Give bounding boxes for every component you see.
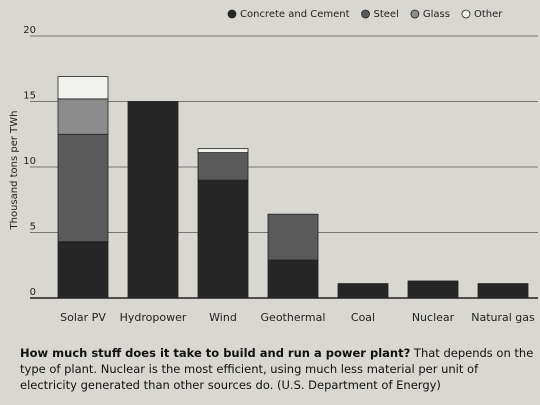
bar-segment [57,76,109,100]
y-tick-label: 5 [30,222,36,233]
legend-label: Other [474,9,503,20]
x-tick-label: Nuclear [412,311,455,324]
y-tick-label: 10 [23,156,36,167]
legend-marker [361,9,370,19]
y-tick-label: 15 [23,91,36,102]
y-axis-label: Thousand tons per TWh [9,111,20,231]
bar-segment [267,259,319,299]
x-tick-label: Hydropower [120,311,187,324]
bar-segment [477,283,529,299]
x-tick-label: Wind [209,311,237,324]
x-tick-label: Coal [351,311,375,324]
bar-segment [57,133,109,243]
bar-segment [57,98,109,135]
caption-lead: How much stuff does it take to build and… [20,346,411,360]
caption: How much stuff does it take to build and… [20,345,535,393]
legend-label: Glass [423,9,450,20]
caption-body: That depends on the type of plant. Nucle… [20,346,534,392]
x-tick-label: Geothermal [261,311,326,324]
chart: Thousand tons per TWh 0 5 10 15 20 Solar PV Hy… [9,9,538,324]
legend-marker [410,9,420,19]
bar-segment [197,179,249,299]
legend-marker [461,9,471,19]
bar-segment [407,280,459,299]
legend-label: Concrete and Cement [240,9,350,20]
y-tick-label: 0 [30,287,36,298]
bar-segment [57,241,109,299]
x-tick-label: Solar PV [60,311,106,324]
bar-segment [127,101,179,299]
bar-segment [197,152,249,181]
bar-segment [197,148,249,153]
legend-marker [227,9,237,19]
y-tick-label: 20 [23,25,36,36]
x-tick-label: Natural gas [471,311,535,324]
legend-label: Steel [374,9,399,20]
bar-segment [337,283,389,299]
bar-segment [267,213,319,261]
